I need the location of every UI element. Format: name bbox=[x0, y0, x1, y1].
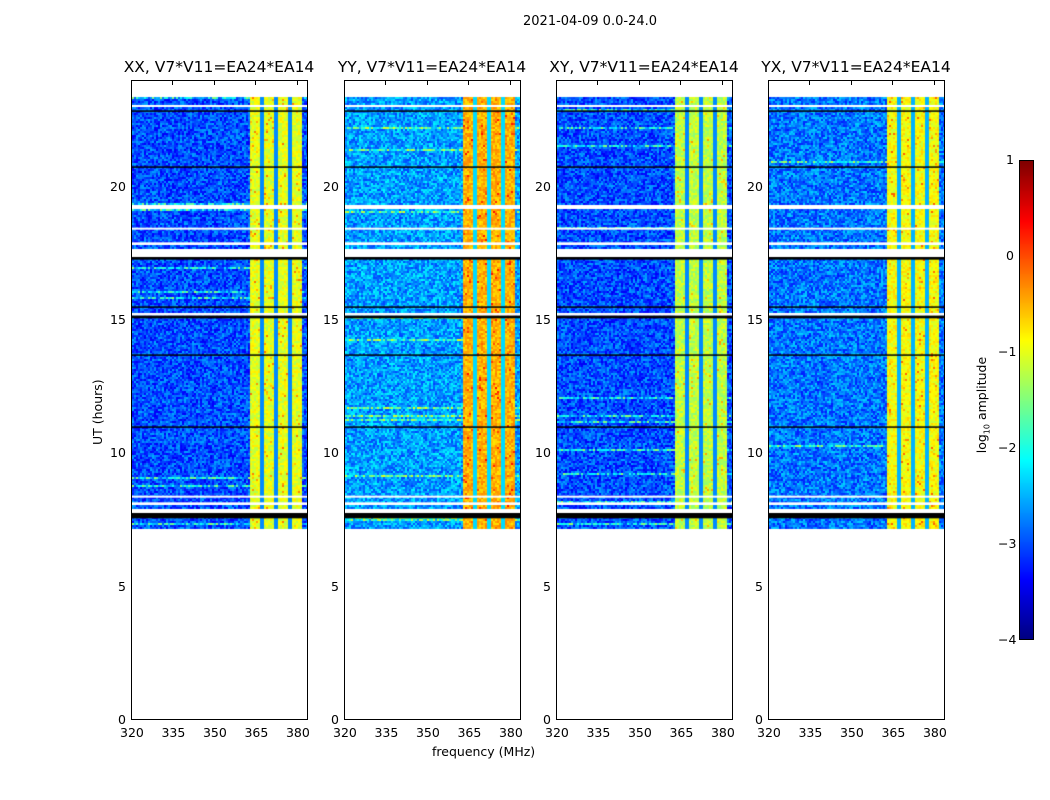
panel-title: XX, V7*V11=EA24*EA14 bbox=[123, 58, 315, 76]
y-tick-label: 15 bbox=[110, 312, 126, 327]
figure-title: 2021-04-09 0.0-24.0 bbox=[523, 14, 657, 29]
x-tick-mark bbox=[172, 80, 174, 85]
colorbar-tick-label: −2 bbox=[998, 440, 1017, 455]
spectrogram-panel bbox=[131, 80, 308, 720]
x-tick-mark bbox=[638, 80, 640, 85]
y-tick-label: 0 bbox=[543, 712, 551, 727]
colorbar bbox=[1019, 160, 1034, 640]
x-tick-mark bbox=[426, 80, 428, 85]
spectrogram-panel bbox=[556, 80, 733, 720]
x-tick-mark bbox=[344, 80, 345, 85]
x-tick-mark bbox=[131, 80, 132, 85]
y-tick-label: 10 bbox=[535, 445, 551, 461]
x-tick-label: 335 bbox=[798, 725, 823, 740]
colorbar-tick-label: −1 bbox=[998, 344, 1017, 359]
y-tick-label: 20 bbox=[323, 178, 339, 194]
x-tick-label: 350 bbox=[839, 725, 864, 740]
panel-title: YY, V7*V11=EA24*EA14 bbox=[337, 58, 527, 76]
heatmap-cells bbox=[769, 81, 944, 719]
x-tick-label: 350 bbox=[415, 725, 440, 740]
colorbar-tick-label: 1 bbox=[1006, 152, 1014, 167]
x-tick-mark bbox=[933, 80, 935, 85]
x-tick-label: 320 bbox=[757, 725, 781, 740]
x-tick-label: 320 bbox=[545, 725, 569, 740]
x-tick-label: 380 bbox=[285, 725, 310, 740]
x-tick-label: 335 bbox=[374, 725, 399, 740]
x-tick-mark bbox=[892, 80, 894, 85]
x-tick-label: 380 bbox=[710, 725, 735, 740]
colorbar-label: log10 amplitude bbox=[973, 356, 992, 454]
colorbar-tick-label: 0 bbox=[1006, 248, 1014, 263]
x-tick-label: 365 bbox=[881, 725, 906, 740]
y-tick-label: 20 bbox=[110, 178, 126, 194]
y-tick-label: 5 bbox=[118, 578, 126, 594]
x-tick-mark bbox=[680, 80, 682, 85]
y-tick-label: 10 bbox=[323, 445, 339, 461]
y-tick-label: 0 bbox=[755, 712, 763, 727]
x-tick-mark bbox=[255, 80, 257, 85]
x-tick-label: 365 bbox=[244, 725, 269, 740]
x-tick-mark bbox=[768, 80, 769, 85]
heatmap-cells bbox=[132, 81, 307, 719]
y-tick-label: 10 bbox=[110, 445, 126, 461]
y-axis-label: UT (hours) bbox=[90, 379, 105, 445]
colorbar-tick-label: −3 bbox=[998, 536, 1017, 551]
y-tick-label: 5 bbox=[331, 578, 339, 594]
x-tick-label: 365 bbox=[669, 725, 694, 740]
x-tick-label: 320 bbox=[333, 725, 357, 740]
x-axis-label: frequency (MHz) bbox=[432, 744, 536, 759]
spectrogram-panel bbox=[344, 80, 521, 720]
x-tick-label: 380 bbox=[498, 725, 523, 740]
spectrogram-panel bbox=[768, 80, 945, 720]
x-tick-mark bbox=[296, 80, 298, 85]
x-tick-mark bbox=[385, 80, 387, 85]
heatmap-cells bbox=[557, 81, 732, 719]
x-tick-label: 320 bbox=[120, 725, 144, 740]
x-tick-mark bbox=[468, 80, 470, 85]
x-tick-label: 350 bbox=[202, 725, 227, 740]
x-tick-label: 335 bbox=[586, 725, 611, 740]
x-tick-mark bbox=[850, 80, 852, 85]
y-tick-label: 5 bbox=[543, 578, 551, 594]
panel-title: YX, V7*V11=EA24*EA14 bbox=[761, 58, 951, 76]
x-tick-label: 335 bbox=[161, 725, 186, 740]
x-tick-mark bbox=[556, 80, 557, 85]
y-tick-label: 15 bbox=[323, 312, 339, 327]
y-tick-label: 0 bbox=[118, 712, 126, 727]
colorbar-tick-label: −4 bbox=[998, 632, 1017, 647]
x-tick-label: 365 bbox=[457, 725, 482, 740]
x-tick-mark bbox=[213, 80, 215, 85]
y-tick-label: 15 bbox=[535, 312, 551, 327]
y-tick-label: 0 bbox=[331, 712, 339, 727]
y-tick-label: 20 bbox=[747, 178, 763, 194]
y-tick-label: 5 bbox=[755, 578, 763, 594]
x-tick-label: 350 bbox=[627, 725, 652, 740]
panel-title: XY, V7*V11=EA24*EA14 bbox=[549, 58, 739, 76]
heatmap-cells bbox=[345, 81, 520, 719]
x-tick-label: 380 bbox=[922, 725, 947, 740]
x-tick-mark bbox=[721, 80, 723, 85]
x-tick-mark bbox=[509, 80, 511, 85]
y-tick-label: 15 bbox=[747, 312, 763, 327]
x-tick-mark bbox=[809, 80, 811, 85]
y-tick-label: 10 bbox=[747, 445, 763, 461]
y-tick-label: 20 bbox=[535, 178, 551, 194]
x-tick-mark bbox=[597, 80, 599, 85]
